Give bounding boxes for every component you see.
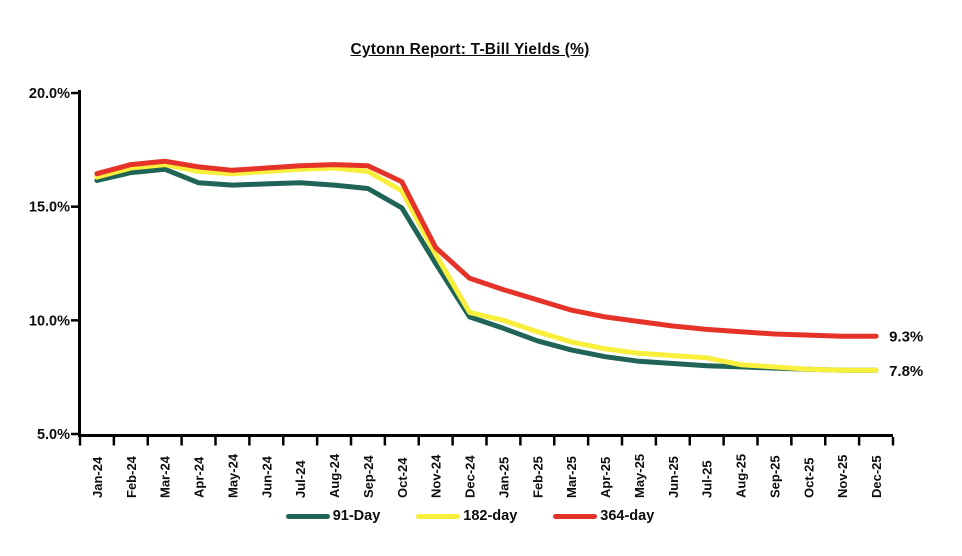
series-line-182-day [94,162,879,373]
x-axis-tick-label: Jun-25 [666,456,681,498]
x-axis-tick-label: Nov-25 [835,455,850,498]
x-axis-tick-label: Sep-24 [361,455,376,498]
legend-swatch-182-day [416,513,461,519]
legend-label-364-day: 364-day [600,508,655,524]
x-axis-tick-label: Jan-25 [496,457,511,498]
x-axis-tick-label: Dec-24 [463,455,478,498]
x-axis-tick-label: May-24 [225,453,240,498]
x-axis-tick-label: Apr-25 [598,457,613,498]
legend-swatch-364-day [553,513,598,519]
x-axis-tick-label: Aug-24 [327,453,342,498]
x-axis-tick-label: Dec-25 [869,455,884,498]
x-axis-tick-label: Sep-25 [767,455,782,498]
x-axis-tick-label: Jul-25 [700,460,715,498]
x-axis-tick-label: Apr-24 [192,456,207,498]
x-axis-tick-label: Oct-24 [395,457,410,498]
y-axis-tick-label: 20.0% [29,86,70,102]
x-axis-tick-label: Mar-25 [564,456,579,498]
x-axis-tick-label: Jun-24 [259,455,274,498]
legend-item-91-day: 91-Day [285,508,381,524]
legend-label-182-day: 182-day [463,508,518,524]
chart-legend: 91-Day 182-day 364-day [0,508,940,524]
y-axis-tick-label: 15.0% [29,200,70,216]
end-data-label-182-day: 7.8% [889,363,923,380]
x-axis-tick-label: Jul-24 [293,460,308,498]
end-data-label-364-day: 9.3% [889,329,923,346]
y-axis-tick-label: 5.0% [37,427,70,443]
x-axis-tick-label: Jan-24 [90,456,105,498]
x-axis-tick-label: Feb-24 [124,455,139,498]
x-axis-tick-label: Aug-25 [734,454,749,498]
x-axis-tick-label: Nov-24 [429,454,444,498]
y-axis-tick-label: 10.0% [29,313,70,329]
legend-item-364-day: 364-day [553,508,654,524]
x-axis-tick-label: Mar-24 [158,455,173,498]
series-line-91-day [94,166,879,373]
x-axis-tick-label: Oct-25 [801,458,816,498]
legend-swatch-91-day [285,513,330,519]
legend-label-91-day: 91-Day [332,508,381,524]
chart-title: Cytonn Report: T-Bill Yields (%) [350,41,590,58]
series-line-364-day [94,158,879,339]
x-axis-tick-label: Feb-25 [530,456,545,498]
x-axis-tick-label: May-25 [632,454,647,498]
legend-item-182-day: 182-day [416,508,517,524]
